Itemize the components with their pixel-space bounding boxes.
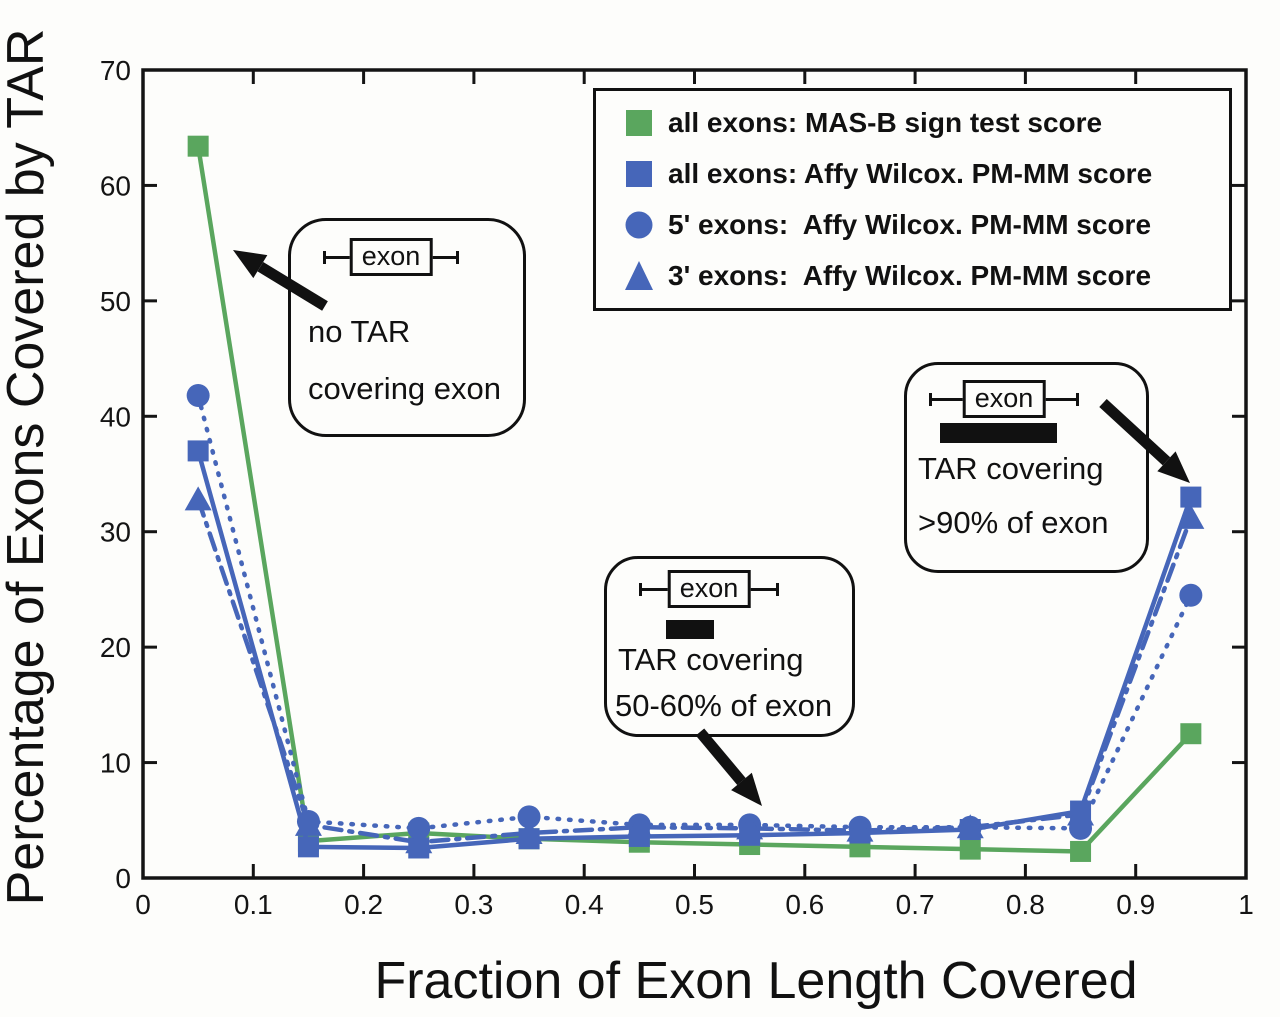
data-point xyxy=(1180,723,1202,745)
y-tick-label: 70 xyxy=(100,55,131,86)
data-point xyxy=(625,814,653,839)
data-point xyxy=(1180,486,1202,508)
callout-high-coverage: exon TAR covering >90% of exon xyxy=(904,362,1149,573)
legend-item: 3' exons: Affy Wilcox. PM-MM score xyxy=(596,260,1229,292)
x-axis-title: Fraction of Exon Length Covered xyxy=(374,952,1138,1010)
data-point xyxy=(736,815,764,840)
data-point xyxy=(1179,583,1203,607)
legend-item: all exons: Affy Wilcox. PM-MM score xyxy=(596,158,1229,190)
callout-text: 50-60% of exon xyxy=(615,688,833,723)
x-tick-label: 0 xyxy=(135,889,151,920)
data-point xyxy=(294,811,322,836)
exon-box-label: exon xyxy=(962,380,1046,418)
tar-bar xyxy=(666,620,714,639)
callout-text: TAR covering xyxy=(918,451,1104,486)
callout-text: covering exon xyxy=(308,371,502,406)
data-point xyxy=(407,816,431,840)
callout-mid-coverage: exon TAR covering 50-60% of exon xyxy=(604,556,855,737)
legend: all exons: MAS-B sign test score all exo… xyxy=(593,88,1232,311)
x-tick-label: 0.1 xyxy=(234,889,273,920)
y-tick-label: 0 xyxy=(115,863,131,894)
data-point xyxy=(1070,840,1092,862)
callout-text: >90% of exon xyxy=(918,505,1109,540)
blue-square-marker-icon xyxy=(622,158,656,190)
y-tick-label: 50 xyxy=(100,286,131,317)
legend-item: all exons: MAS-B sign test score xyxy=(596,107,1229,139)
y-axis: 0 10 20 30 40 50 60 70 xyxy=(100,55,1246,894)
callout-text: TAR covering xyxy=(618,642,804,677)
series-3 xyxy=(184,486,1205,854)
y-tick-label: 30 xyxy=(100,517,131,548)
exon-diagram: exon xyxy=(639,567,779,611)
callout-no-tar: exon no TAR covering exon xyxy=(288,218,526,437)
y-tick-label: 10 xyxy=(100,748,131,779)
data-point xyxy=(187,440,209,462)
data-point xyxy=(186,384,210,408)
data-point xyxy=(1067,801,1095,826)
y-tick-label: 20 xyxy=(100,632,131,663)
data-point xyxy=(515,819,543,844)
data-point xyxy=(846,817,874,842)
data-point xyxy=(184,486,212,511)
legend-item-label: all exons: Affy Wilcox. PM-MM score xyxy=(668,157,1153,189)
exon-box-label: exon xyxy=(349,238,433,276)
y-tick-label: 40 xyxy=(100,401,131,432)
data-point xyxy=(297,836,319,858)
x-tick-label: 0.4 xyxy=(565,889,604,920)
legend-item-label: 5' exons: Affy Wilcox. PM-MM score xyxy=(668,209,1152,241)
x-tick-label: 0.6 xyxy=(785,889,824,920)
x-tick-label: 0.9 xyxy=(1116,889,1155,920)
x-tick-label: 0.5 xyxy=(675,889,714,920)
legend-item-label: 3' exons: Affy Wilcox. PM-MM score xyxy=(668,260,1152,292)
data-point xyxy=(956,814,984,839)
legend-item: 5' exons: Affy Wilcox. PM-MM score xyxy=(596,209,1229,241)
x-tick-label: 1 xyxy=(1238,889,1254,920)
x-tick-label: 0.3 xyxy=(454,889,493,920)
data-point xyxy=(187,135,209,157)
callout-text: no TAR xyxy=(308,314,411,349)
data-point xyxy=(959,838,981,860)
data-point xyxy=(405,829,433,854)
legend-item-label: all exons: MAS-B sign test score xyxy=(668,106,1103,138)
x-tick-label: 0.8 xyxy=(1006,889,1045,920)
blue-triangle-marker-icon xyxy=(622,260,656,292)
y-tick-label: 60 xyxy=(100,170,131,201)
green-square-marker-icon xyxy=(622,107,656,139)
exon-diagram: exon xyxy=(929,377,1079,421)
data-point xyxy=(517,805,541,829)
exon-box-label: exon xyxy=(667,570,751,608)
blue-circle-marker-icon xyxy=(622,209,656,241)
x-tick-label: 0.2 xyxy=(344,889,383,920)
exon-diagram: exon xyxy=(323,235,459,279)
tar-bar xyxy=(940,423,1057,443)
x-axis: 0 0.1 0.2 0.3 0.4 0.5 0.6 0.7 0.8 0.9 1 xyxy=(135,70,1254,920)
data-point xyxy=(1177,504,1205,529)
x-tick-label: 0.7 xyxy=(896,889,935,920)
